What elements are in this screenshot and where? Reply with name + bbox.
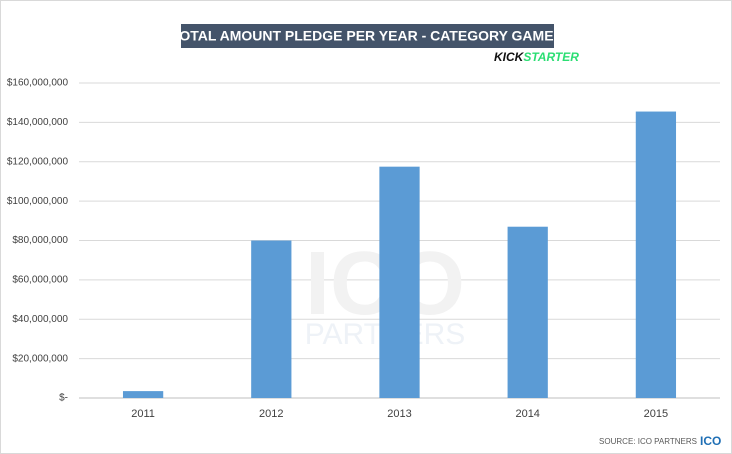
source-logo: ICO bbox=[700, 434, 721, 448]
y-tick-label: $100,000,000 bbox=[7, 196, 69, 207]
logo-kick: KICK bbox=[494, 50, 525, 64]
y-tick-label: $140,000,000 bbox=[7, 117, 69, 128]
logo-starter: STARTER bbox=[523, 50, 579, 64]
y-tick-label: $20,000,000 bbox=[12, 353, 68, 364]
bar bbox=[251, 240, 292, 398]
bar bbox=[635, 111, 677, 398]
x-tick-label: 2013 bbox=[387, 408, 411, 420]
y-tick-label: $- bbox=[59, 393, 68, 404]
x-tick-label: 2015 bbox=[644, 408, 668, 420]
x-tick-label: 2012 bbox=[259, 408, 283, 420]
chart-title: TOTAL AMOUNT PLEDGE PER YEAR - CATEGORY … bbox=[171, 28, 563, 44]
bar bbox=[379, 166, 420, 398]
y-tick-label: $40,000,000 bbox=[12, 314, 68, 325]
title-background bbox=[181, 24, 554, 48]
source: SOURCE: ICO PARTNERS bbox=[599, 437, 697, 446]
y-tick-label: $120,000,000 bbox=[7, 156, 69, 167]
x-tick-label: 2014 bbox=[515, 408, 539, 420]
y-tick-label: $60,000,000 bbox=[12, 275, 68, 286]
x-tick-label: 2011 bbox=[131, 408, 155, 420]
logo: KICKSTARTER bbox=[494, 50, 579, 64]
bar bbox=[122, 391, 164, 398]
y-tick-label: $80,000,000 bbox=[12, 235, 68, 246]
bar bbox=[507, 226, 548, 398]
y-tick-label: $160,000,000 bbox=[7, 78, 69, 89]
